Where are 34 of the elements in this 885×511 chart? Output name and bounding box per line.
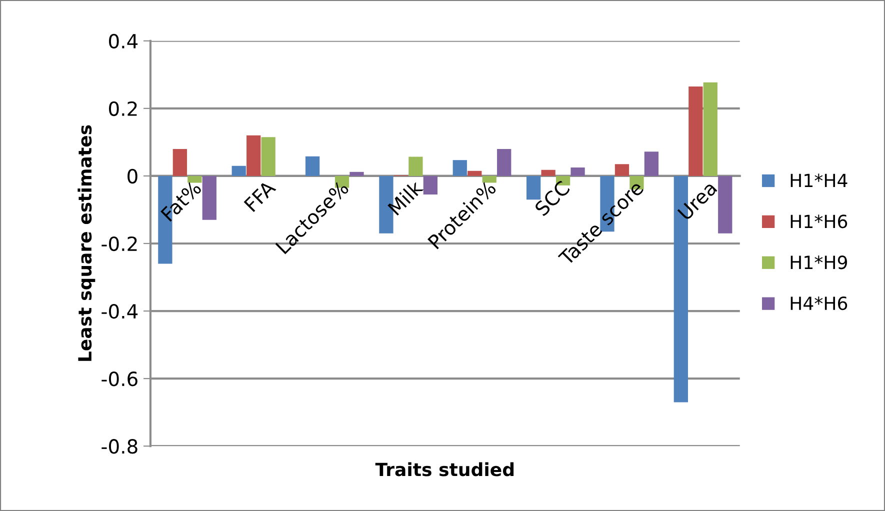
bar xyxy=(232,166,246,176)
x-axis-title: Traits studied xyxy=(375,462,514,476)
bar xyxy=(614,164,630,176)
legend-label: H4*H6 xyxy=(790,296,848,310)
bar xyxy=(246,135,261,176)
y-tick-label: -0.4 xyxy=(102,304,138,319)
bar xyxy=(703,82,718,176)
bar xyxy=(718,176,732,234)
y-tick-label: -0.2 xyxy=(102,236,137,252)
y-tick-label: 0 xyxy=(128,168,138,184)
bar xyxy=(570,168,585,176)
bar xyxy=(261,137,276,176)
y-tick-label: 0.2 xyxy=(109,101,137,116)
bar xyxy=(688,86,703,176)
legend-label: H1*H6 xyxy=(790,214,848,228)
bar xyxy=(482,176,496,183)
x-tick-label: FFA xyxy=(244,179,276,212)
bar xyxy=(468,170,482,176)
bar xyxy=(408,156,423,176)
bar xyxy=(644,152,659,176)
bar xyxy=(497,148,512,176)
bar xyxy=(188,176,202,183)
bar xyxy=(202,176,216,220)
y-tick-label: 0.4 xyxy=(109,34,138,49)
bar xyxy=(452,160,467,176)
bar xyxy=(541,170,556,176)
bar xyxy=(305,156,320,176)
y-tick-label: -0.6 xyxy=(102,372,138,386)
bar xyxy=(350,172,364,176)
legend-label: H1*H9 xyxy=(790,256,847,270)
y-axis-title: Least square estimates xyxy=(78,125,96,361)
legend-label: H1*H4 xyxy=(790,174,848,188)
y-tick-label: -0.8 xyxy=(102,439,138,454)
bar xyxy=(172,148,187,176)
